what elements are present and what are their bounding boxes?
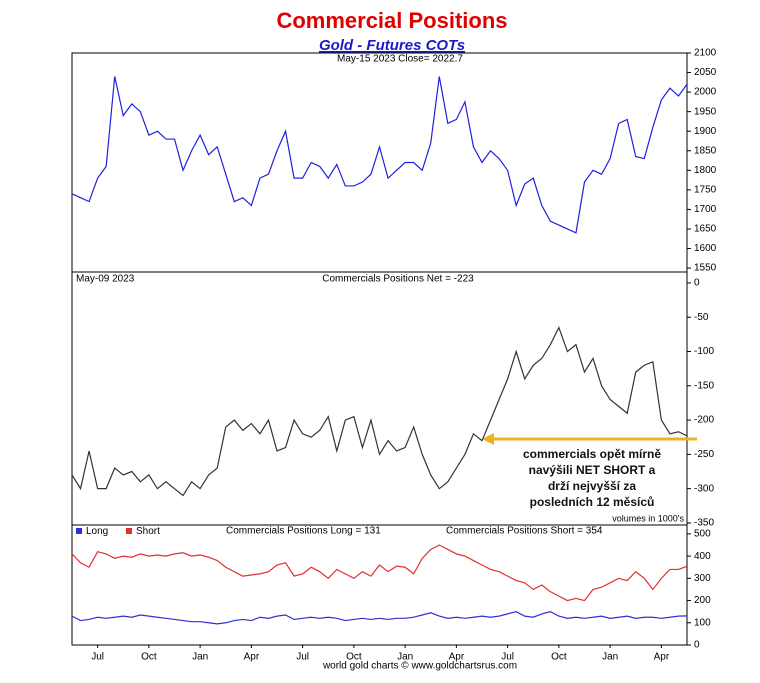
annotation-line: posledních 12 měsíců [530, 495, 655, 509]
y-tick-label: 1650 [694, 224, 717, 235]
x-tick-label: Oct [141, 652, 157, 663]
y-tick-label: -200 [694, 415, 714, 426]
x-tick-label: Apr [449, 652, 465, 663]
y-tick-label: -250 [694, 449, 714, 460]
y-tick-label: 0 [694, 278, 700, 289]
y-tick-label: 100 [694, 617, 711, 628]
arrow-head [482, 433, 494, 445]
x-tick-label: Apr [244, 652, 260, 663]
y-tick-label: 1900 [694, 126, 717, 137]
chart-title: Commercial Positions [276, 8, 507, 33]
x-tick-label: Jan [192, 652, 208, 663]
panel-title: Commercials Positions Short = 354 [446, 526, 603, 537]
legend-label: Short [136, 526, 160, 537]
y-tick-label: 1800 [694, 165, 717, 176]
annotation-line: drží nejvyšší za [548, 479, 636, 493]
price-panel [71, 52, 688, 273]
x-tick-label: Oct [551, 652, 567, 663]
y-tick-label: 2100 [694, 48, 717, 59]
panel-subtitle: May-15 2023 Close= 2022.7 [337, 54, 463, 65]
chart-subtitle: Gold - Futures COTs [319, 37, 465, 54]
y-tick-label: 2050 [694, 67, 717, 78]
y-tick-label: 1850 [694, 145, 717, 156]
y-tick-label: 1950 [694, 106, 717, 117]
y-tick-label: -300 [694, 483, 714, 494]
data-line [71, 76, 688, 234]
y-tick-label: 1600 [694, 243, 717, 254]
volume-note: volumes in 1000's [612, 513, 684, 523]
positions-panel [71, 524, 688, 646]
net-panel [71, 271, 688, 526]
data-line [71, 326, 688, 497]
legend-swatch [126, 528, 132, 534]
y-tick-label: 300 [694, 573, 711, 584]
x-tick-label: Jan [397, 652, 413, 663]
y-tick-label: -50 [694, 312, 709, 323]
data-line [71, 611, 688, 625]
y-tick-label: 1550 [694, 263, 717, 274]
y-tick-label: -350 [694, 518, 714, 529]
legend-label: Long [86, 526, 108, 537]
panel-date: May-09 2023 [76, 274, 135, 285]
y-tick-label: 500 [694, 529, 711, 540]
x-tick-label: Jul [296, 652, 309, 663]
data-line [71, 544, 688, 602]
y-tick-label: 1700 [694, 204, 717, 215]
panel-title: Commercials Positions Net = -223 [322, 274, 474, 285]
y-tick-label: 1750 [694, 185, 717, 196]
y-tick-label: 0 [694, 640, 700, 651]
y-tick-label: 2000 [694, 87, 717, 98]
annotation-line: navýšili NET SHORT a [529, 463, 656, 477]
x-tick-label: Jul [501, 652, 514, 663]
annotation-line: commercials opět mírně [523, 447, 661, 461]
y-tick-label: -100 [694, 346, 714, 357]
footer: world gold charts © www.goldchartsrus.co… [322, 661, 517, 672]
annotation-arrow [482, 433, 697, 445]
panel-title: Commercials Positions Long = 131 [226, 526, 381, 537]
x-tick-label: Apr [654, 652, 670, 663]
x-tick-label: Jul [91, 652, 104, 663]
y-tick-label: 400 [694, 551, 711, 562]
x-tick-label: Jan [602, 652, 618, 663]
y-tick-label: 200 [694, 595, 711, 606]
legend-swatch [76, 528, 82, 534]
y-tick-label: -150 [694, 380, 714, 391]
x-tick-label: Oct [346, 652, 362, 663]
